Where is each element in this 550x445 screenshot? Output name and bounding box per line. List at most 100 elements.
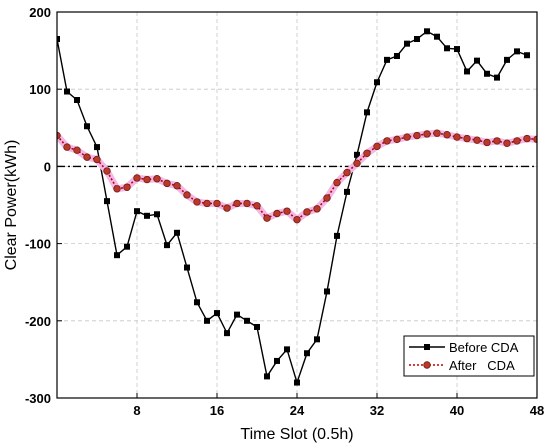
data-point	[64, 88, 70, 95]
legend-label: After CDA	[449, 358, 515, 373]
data-point	[394, 53, 400, 60]
y-tick-label: 200	[29, 5, 51, 20]
data-point	[153, 175, 161, 183]
data-point	[424, 28, 430, 35]
data-point	[494, 74, 500, 81]
plot-area	[57, 28, 537, 386]
data-point	[244, 317, 250, 324]
x-tick-label: 16	[210, 403, 224, 418]
data-point	[374, 79, 380, 86]
data-point	[84, 123, 90, 130]
data-point	[373, 142, 381, 151]
y-tick-label: -300	[25, 391, 51, 406]
x-tick-label: 24	[290, 403, 305, 418]
data-point	[94, 144, 100, 151]
data-point	[213, 199, 221, 208]
data-point	[203, 199, 211, 208]
x-tick-label: 8	[133, 403, 140, 418]
data-point	[454, 46, 460, 53]
data-point	[513, 137, 521, 145]
data-point	[363, 149, 371, 157]
data-point	[354, 151, 360, 158]
legend-label: Before CDA	[449, 340, 519, 355]
data-point	[243, 199, 251, 208]
data-point	[323, 194, 331, 202]
y-tick-label: 0	[44, 159, 51, 174]
data-point	[143, 175, 151, 184]
data-point	[403, 133, 411, 141]
data-point	[473, 136, 481, 144]
data-point	[93, 155, 101, 164]
data-point	[274, 357, 280, 364]
data-point	[273, 209, 281, 218]
data-point	[164, 242, 170, 249]
data-point	[293, 215, 301, 224]
data-point	[333, 178, 341, 187]
data-point	[433, 129, 441, 137]
data-point	[484, 70, 490, 77]
data-point	[413, 131, 421, 140]
data-point	[493, 137, 501, 145]
legend: Before CDA After CDA	[403, 335, 535, 377]
data-point	[344, 188, 350, 195]
legend-marker	[424, 344, 430, 350]
data-point	[313, 205, 321, 213]
x-axis-title: Time Slot (0.5h)	[240, 426, 353, 443]
data-point	[234, 311, 240, 318]
data-point	[343, 168, 351, 177]
x-tick-label: 48	[530, 403, 544, 418]
data-point	[444, 45, 450, 52]
y-tick-label: -100	[25, 237, 51, 252]
data-point	[304, 350, 310, 357]
data-point	[174, 229, 180, 236]
data-point	[83, 153, 91, 161]
data-point	[114, 252, 120, 259]
data-point	[504, 56, 510, 63]
data-point	[123, 183, 131, 191]
data-point	[204, 317, 210, 324]
data-point	[193, 198, 201, 206]
y-tick-label: 100	[29, 82, 51, 97]
data-point	[514, 48, 520, 55]
data-point	[263, 214, 271, 222]
legend-marker	[423, 361, 431, 369]
data-point	[284, 346, 290, 353]
data-point	[173, 181, 181, 190]
data-point	[253, 202, 261, 210]
data-point	[393, 135, 401, 144]
series-line	[57, 30, 528, 385]
data-point	[303, 208, 311, 216]
data-point	[133, 174, 141, 182]
data-point	[264, 373, 270, 380]
data-point	[353, 159, 361, 168]
data-point	[503, 139, 511, 147]
data-point	[134, 208, 140, 215]
data-point	[103, 167, 111, 175]
data-point	[194, 299, 200, 306]
data-point	[314, 336, 320, 343]
data-point	[474, 57, 480, 64]
data-point	[223, 204, 231, 212]
data-point	[434, 33, 440, 40]
data-point	[423, 130, 431, 138]
data-point	[384, 56, 390, 63]
data-point	[324, 288, 330, 295]
data-point	[334, 232, 340, 239]
data-point	[523, 134, 531, 143]
data-point	[383, 137, 391, 145]
data-point	[443, 131, 451, 139]
data-point	[63, 143, 71, 151]
data-point	[73, 146, 81, 154]
data-point	[57, 36, 60, 43]
data-point	[453, 133, 461, 141]
data-point	[104, 198, 110, 205]
legend-box	[403, 335, 535, 377]
data-point	[154, 211, 160, 218]
data-point	[463, 134, 471, 143]
x-tick-label: 32	[370, 403, 384, 418]
data-point	[233, 199, 241, 208]
y-axis-title: Clear Power(kWh)	[3, 140, 20, 271]
data-point	[163, 179, 171, 188]
data-point	[144, 212, 150, 219]
